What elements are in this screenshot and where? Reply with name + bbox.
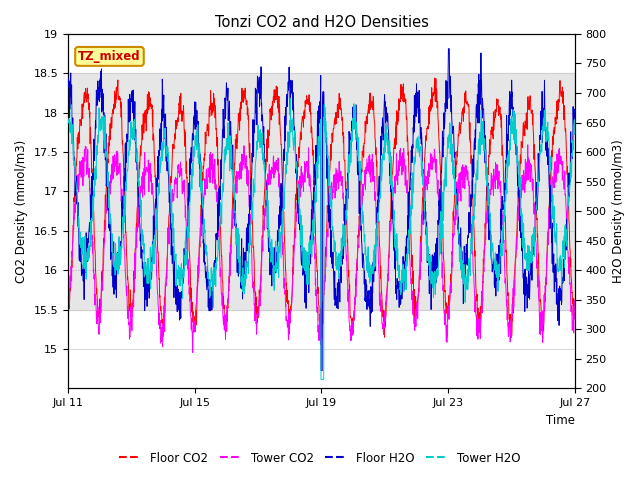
- Text: TZ_mixed: TZ_mixed: [78, 50, 141, 63]
- Bar: [68, 73, 575, 310]
- Y-axis label: CO2 Density (mmol/m3): CO2 Density (mmol/m3): [15, 140, 28, 283]
- X-axis label: Time: Time: [546, 414, 575, 427]
- Legend: Floor CO2, Tower CO2, Floor H2O, Tower H2O: Floor CO2, Tower CO2, Floor H2O, Tower H…: [115, 447, 525, 469]
- Title: Tonzi CO2 and H2O Densities: Tonzi CO2 and H2O Densities: [214, 15, 428, 30]
- Y-axis label: H2O Density (mmol/m3): H2O Density (mmol/m3): [612, 139, 625, 283]
